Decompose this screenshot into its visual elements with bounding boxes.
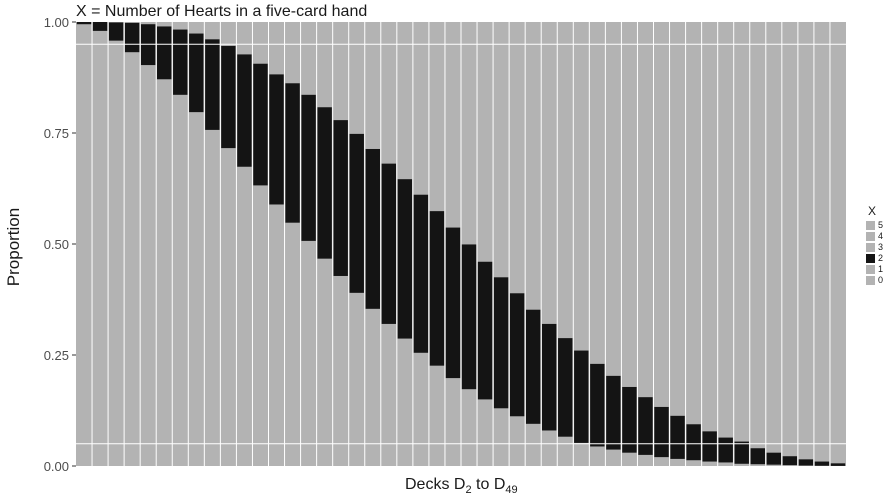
legend-entry: 1 xyxy=(866,264,883,275)
bar-segment-d2 xyxy=(76,22,92,25)
bar-segment-d41 xyxy=(702,431,717,462)
bar-segment-d12 xyxy=(237,54,252,167)
bar-segment-d3 xyxy=(92,22,108,31)
y-axis-label: Proportion xyxy=(4,207,23,287)
bar-segment-d25 xyxy=(445,227,461,379)
bar-segment-d40 xyxy=(686,424,701,461)
legend-label: 2 xyxy=(878,253,884,263)
bar-segment-d26 xyxy=(461,244,477,390)
bar-segment-d38 xyxy=(654,406,669,458)
bar-segment-d44 xyxy=(750,448,765,465)
bar-segment-d29 xyxy=(509,293,525,417)
bar-segment-d35 xyxy=(606,375,621,450)
bar-segment-d42 xyxy=(718,437,733,463)
legend-entry: 0 xyxy=(866,275,883,286)
legend-label: 4 xyxy=(878,231,884,241)
legend-label: 3 xyxy=(878,242,884,252)
bar-segment-d37 xyxy=(638,397,653,455)
bar-segment-d36 xyxy=(622,386,637,453)
bar-segment-d39 xyxy=(670,415,685,459)
bar-segment-d49 xyxy=(830,463,846,466)
x-axis-label-middle: to D xyxy=(471,476,506,493)
bar-segment-d7 xyxy=(157,26,172,80)
bar-segment-d47 xyxy=(798,459,814,466)
legend-label: 0 xyxy=(878,275,884,285)
legend-label: 5 xyxy=(878,220,884,230)
legend-key xyxy=(866,254,875,263)
legend-entry: 4 xyxy=(866,231,883,242)
bar-segment-d43 xyxy=(734,441,749,464)
legend-entry: 5 xyxy=(866,220,883,231)
bar-segment-d13 xyxy=(253,63,268,186)
legend-entry: 3 xyxy=(866,242,883,253)
bar-segment-d45 xyxy=(766,452,782,465)
bar-segment-d19 xyxy=(349,133,364,293)
bar-segment-d22 xyxy=(397,179,413,339)
bar-segment-d14 xyxy=(269,74,284,205)
y-tick-label: 0.75 xyxy=(44,126,69,141)
bar-segment-d15 xyxy=(285,83,300,223)
bar-segment-d30 xyxy=(525,309,541,424)
bar-segment-d48 xyxy=(814,461,830,466)
bar-segment-d5 xyxy=(124,22,140,53)
x-axis-label-last-sub: 49 xyxy=(505,484,518,497)
bar-segment-d27 xyxy=(477,261,493,400)
bar-segment-d9 xyxy=(189,33,204,113)
chart-title: X = Number of Hearts in a five-card hand xyxy=(76,3,368,20)
legend-entry: 2 xyxy=(866,253,883,264)
y-tick-label: 0.25 xyxy=(44,348,69,363)
legend-title: X xyxy=(868,204,877,218)
bar-segment-d18 xyxy=(333,120,348,276)
bar-segment-d20 xyxy=(365,148,380,309)
legend-key xyxy=(866,243,875,252)
legend-key xyxy=(866,232,875,241)
legend-label: 1 xyxy=(878,264,884,274)
bar-segment-d28 xyxy=(493,277,509,409)
bar-segment-d23 xyxy=(413,194,429,353)
y-tick-label: 1.00 xyxy=(44,15,69,30)
bar-segment-d17 xyxy=(317,107,332,259)
y-tick-label: 0.50 xyxy=(44,237,69,252)
bar-segment-d32 xyxy=(558,338,573,437)
bar-segment-d34 xyxy=(590,363,605,447)
legend-key xyxy=(866,276,875,285)
x-axis-label-prefix: Decks D xyxy=(405,476,466,493)
x-axis-label: Decks D2 to D49 xyxy=(405,476,518,496)
bar-segment-d16 xyxy=(301,94,316,241)
bar-segment-d46 xyxy=(782,456,798,466)
bar-segment-d33 xyxy=(574,350,589,443)
bar-segment-d31 xyxy=(542,323,557,431)
bar-segment-d8 xyxy=(173,29,188,95)
bar-segment-d24 xyxy=(429,211,445,366)
bar-segment-d11 xyxy=(221,45,236,149)
legend-key xyxy=(866,221,875,230)
y-tick-label: 0.00 xyxy=(44,459,69,474)
bar-segment-d10 xyxy=(205,39,220,130)
x-axis-label-first-sub: 2 xyxy=(465,484,472,497)
bar-segment-d4 xyxy=(108,22,124,41)
legend-key xyxy=(866,265,875,274)
bar-segment-d21 xyxy=(381,163,397,324)
